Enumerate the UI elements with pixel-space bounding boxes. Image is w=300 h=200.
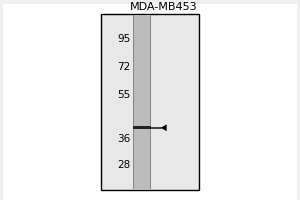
Text: 36: 36 (117, 134, 130, 144)
Text: 72: 72 (117, 62, 130, 72)
FancyBboxPatch shape (134, 15, 150, 189)
FancyBboxPatch shape (133, 126, 151, 129)
Text: 28: 28 (117, 160, 130, 170)
FancyBboxPatch shape (3, 4, 297, 200)
Text: 95: 95 (117, 34, 130, 44)
Polygon shape (161, 124, 167, 131)
FancyBboxPatch shape (133, 15, 151, 189)
Text: 55: 55 (117, 90, 130, 100)
Text: MDA-MB453: MDA-MB453 (130, 2, 197, 12)
FancyBboxPatch shape (101, 14, 199, 190)
